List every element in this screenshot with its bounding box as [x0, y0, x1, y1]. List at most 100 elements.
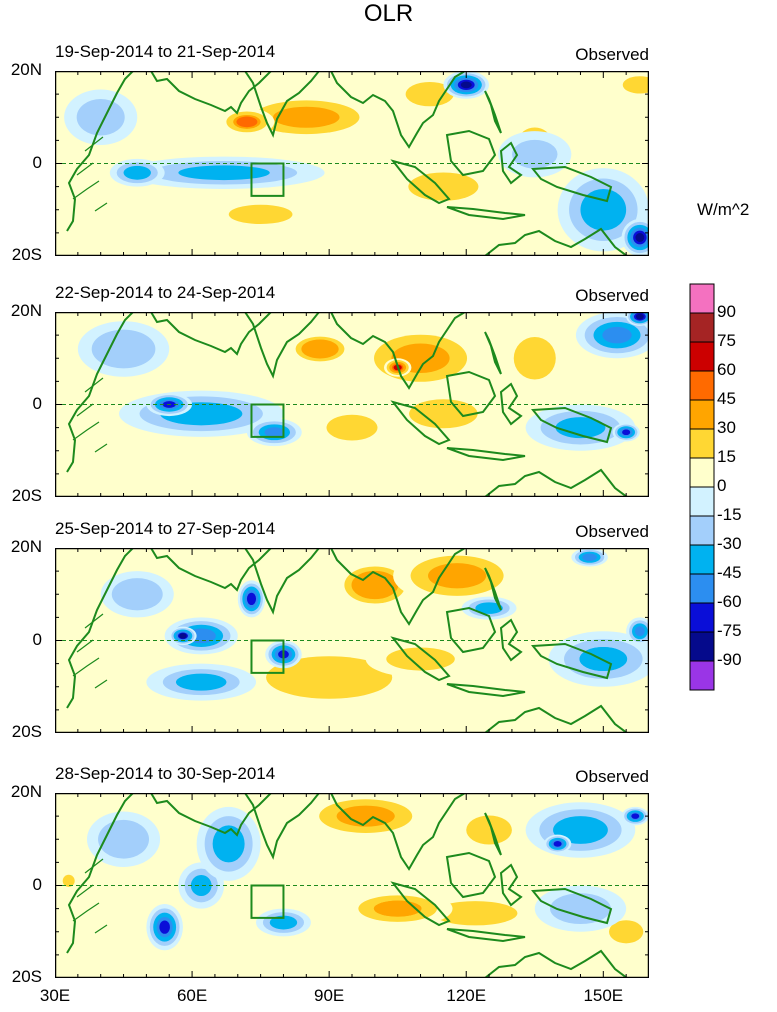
island-outline [484, 812, 502, 856]
coastline [66, 793, 466, 954]
anomaly-contour [216, 829, 241, 859]
lake-outline [72, 136, 108, 212]
anomaly-contour [631, 813, 640, 819]
colorbar-swatch [689, 660, 715, 691]
colorbar-label: -75 [717, 621, 742, 640]
anomaly-contour [265, 427, 284, 437]
colorbar-label: 90 [717, 302, 736, 321]
olr-panel-1 [55, 71, 649, 256]
island-outline [390, 159, 451, 205]
y-tick-label: 20N [10, 301, 42, 320]
island-outline [483, 704, 629, 733]
anomaly-contour [272, 917, 294, 928]
anomaly-contour [247, 594, 256, 604]
colorbar-swatch [689, 602, 715, 633]
x-tick-label: 90E [314, 986, 345, 1005]
olr-panel-3 [55, 548, 649, 733]
anomaly-contour [228, 204, 293, 225]
anomaly-contour [430, 564, 484, 588]
colorbar-label: 75 [717, 331, 736, 350]
coastline [66, 548, 466, 709]
panel-observed-label: Observed [575, 767, 649, 786]
anomaly-contour [159, 920, 170, 934]
island-outline [446, 447, 526, 462]
lake-outline [72, 858, 108, 934]
focus-box [250, 162, 285, 197]
coastline [66, 71, 466, 232]
island-outline [531, 165, 613, 203]
y-tick-label: 20N [10, 537, 42, 556]
anomaly-contour [275, 107, 337, 127]
island-outline [390, 636, 451, 682]
anomaly-contour [635, 233, 645, 242]
y-tick-label: 20S [11, 486, 42, 505]
anomaly-contour [301, 339, 339, 359]
colorbar-swatch [689, 515, 715, 546]
x-tick-label: 150E [583, 986, 624, 1005]
island-outline [499, 618, 523, 662]
colorbar-swatch [689, 573, 715, 604]
colorbar-swatch [689, 544, 715, 575]
lake-outline [72, 613, 108, 689]
panel-title: 28-Sep-2014 to 30-Sep-2014 [55, 764, 276, 783]
colorbar-svg [689, 283, 715, 691]
anomaly-contour [433, 901, 518, 926]
y-tick-label: 20N [10, 60, 42, 79]
anomaly-contour [622, 429, 630, 436]
colorbar-label: -60 [717, 592, 742, 611]
anomaly-contour [636, 313, 644, 320]
island-outline [484, 567, 502, 611]
y-tick-label: 0 [32, 393, 42, 413]
anomaly-contour [236, 116, 258, 128]
y-tick-label: 20S [11, 722, 42, 741]
anomaly-contour [610, 921, 642, 943]
colorbar-swatch [689, 457, 715, 488]
anomaly-contour [266, 656, 393, 699]
anomaly-contour [512, 139, 558, 169]
panel-title: 19-Sep-2014 to 21-Sep-2014 [55, 42, 276, 61]
colorbar-swatch [689, 486, 715, 517]
focus-box [250, 639, 285, 674]
lake-outline [72, 377, 108, 453]
island-outline [531, 642, 613, 680]
y-tick-label: 20S [11, 245, 42, 264]
y-tick-label: 20S [11, 967, 42, 986]
colorbar-swatch [689, 399, 715, 430]
focus-box [250, 403, 285, 438]
anomaly-contour [62, 874, 75, 887]
olr-panel-2 [55, 312, 649, 497]
anomaly-contour [175, 673, 227, 691]
anomaly-contour [179, 633, 187, 639]
anomaly-contour [182, 165, 267, 180]
colorbar-label: 45 [717, 389, 736, 408]
island-outline [499, 141, 523, 185]
island-outline [446, 683, 526, 698]
anomaly-contour [326, 414, 378, 441]
anomaly-contour [559, 819, 602, 841]
island-outline [446, 928, 526, 943]
anomaly-contour [557, 896, 604, 921]
y-tick-label: 0 [32, 629, 42, 649]
y-tick-label: 0 [32, 874, 42, 894]
coastline [66, 312, 466, 473]
anomaly-contour [460, 81, 472, 89]
colorbar-swatch [689, 312, 715, 343]
anomaly-contour [624, 76, 649, 93]
island-outline [484, 90, 502, 134]
island-outline [446, 206, 526, 221]
anomaly-contour [513, 336, 556, 380]
anomaly-contour [468, 816, 511, 844]
panel-observed-label: Observed [575, 45, 649, 64]
island-outline [483, 949, 629, 978]
colorbar-label: -90 [717, 650, 742, 669]
units-label: W/m^2 [697, 200, 750, 219]
island-outline [531, 887, 613, 925]
y-tick-label: 0 [32, 152, 42, 172]
colorbar-swatch [689, 631, 715, 662]
colorbar-swatch [689, 341, 715, 372]
island-outline [531, 406, 613, 444]
anomaly-contour [478, 603, 500, 613]
chart-title: OLR [363, 0, 414, 27]
colorbar-swatch [689, 428, 715, 459]
colorbar-label: -30 [717, 534, 742, 553]
